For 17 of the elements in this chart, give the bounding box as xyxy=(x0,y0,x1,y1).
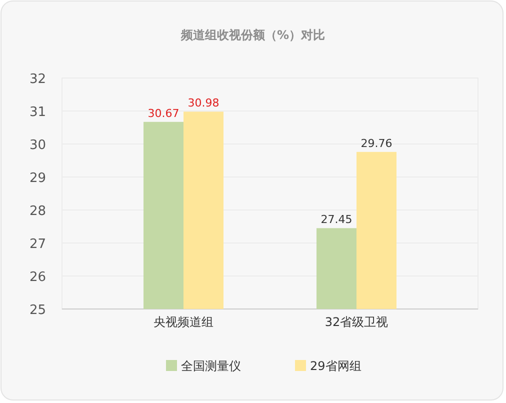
y-tick-label: 31 xyxy=(29,105,46,120)
y-tick-label: 29 xyxy=(29,171,46,186)
x-tick-label: 央视频道组 xyxy=(154,315,214,329)
y-tick-label: 30 xyxy=(29,138,46,153)
y-tick-label: 27 xyxy=(29,237,46,252)
y-tick-label: 32 xyxy=(29,72,46,87)
legend-label: 全国测量仪 xyxy=(181,359,241,373)
legend-label: 29省网组 xyxy=(310,359,362,373)
data-label: 29.76 xyxy=(360,136,392,150)
data-label: 30.98 xyxy=(188,96,220,110)
data-label: 27.45 xyxy=(320,213,352,226)
y-tick-label: 25 xyxy=(29,303,46,318)
y-tick-label: 28 xyxy=(29,204,46,219)
x-tick-label: 32省级卫视 xyxy=(324,315,388,329)
y-tick-label: 26 xyxy=(29,270,46,285)
chart-title: 频道组收视份额（%）对比 xyxy=(180,28,326,42)
data-label: 30.67 xyxy=(148,106,180,120)
